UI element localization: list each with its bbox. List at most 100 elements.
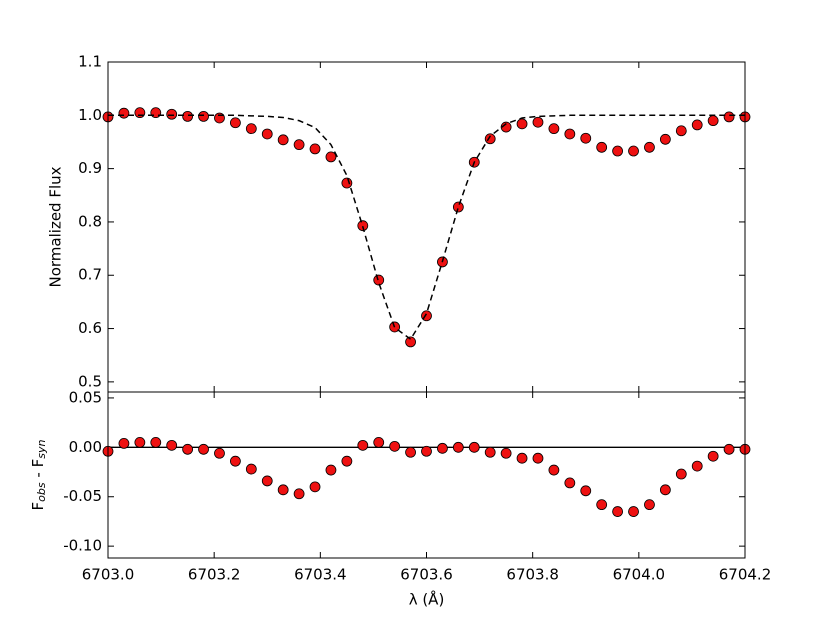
data-point [357, 439, 369, 451]
data-point [261, 475, 273, 487]
data-point [293, 488, 305, 500]
data-point [229, 117, 241, 129]
data-point [532, 452, 544, 464]
data-point [580, 485, 592, 497]
data-point [421, 310, 432, 322]
y-tick-label: 0.6 [78, 319, 102, 337]
data-point [628, 145, 639, 157]
y-tick-label: 0.00 [69, 438, 102, 456]
data-point [596, 141, 608, 153]
y-tick-label: 0.7 [78, 266, 102, 284]
data-point [516, 452, 528, 464]
data-point [596, 499, 608, 511]
data-point [118, 107, 130, 119]
data-point [452, 441, 464, 453]
data-point [659, 484, 671, 496]
axes-frame [107, 391, 746, 559]
data-point [675, 125, 687, 137]
data-point [245, 463, 257, 475]
data-point [532, 116, 544, 128]
data-point [373, 274, 385, 286]
data-point [198, 110, 209, 122]
data-point [564, 477, 576, 489]
y-axis-label-part: obs [35, 482, 48, 502]
y-axis-label-part: - F [29, 459, 47, 483]
data-point [293, 139, 305, 151]
data-point [500, 447, 512, 459]
y-tick-label: -0.05 [63, 487, 102, 505]
data-point [341, 455, 353, 467]
data-point [261, 128, 273, 140]
data-point [707, 450, 719, 462]
data-point [229, 455, 241, 467]
y-tick-label: 1.1 [78, 53, 102, 71]
x-tick-label: 6703.4 [294, 566, 347, 584]
y-tick-label: 0.9 [78, 159, 102, 177]
data-point [182, 443, 194, 455]
data-point [675, 468, 687, 480]
x-tick-label: 6704.0 [613, 566, 666, 584]
y-tick-label: -0.10 [63, 537, 102, 555]
data-point [166, 108, 178, 120]
data-point [659, 133, 671, 145]
data-point [484, 133, 496, 145]
data-point [150, 107, 162, 119]
data-point [118, 437, 130, 449]
data-point [437, 442, 448, 454]
data-point [500, 121, 512, 133]
data-point [516, 118, 528, 130]
y-tick-label: 0.8 [78, 212, 102, 230]
data-point [309, 143, 321, 155]
data-point [628, 506, 639, 517]
x-tick-label: 6703.0 [82, 566, 135, 584]
data-point [277, 484, 289, 496]
data-point [389, 440, 401, 452]
data-point [691, 460, 703, 472]
data-point [484, 446, 496, 458]
y-axis-label: Normalized Flux [47, 166, 65, 287]
y-axis-label: Fobs - Fsyn [29, 440, 49, 511]
data-point [166, 439, 178, 451]
x-tick-label: 6703.8 [506, 566, 559, 584]
y-tick-label: 1.0 [78, 106, 102, 124]
y-axis-label-part: F [29, 502, 47, 511]
data-point [325, 464, 337, 476]
data-point [373, 436, 385, 448]
data-point [707, 115, 719, 127]
data-point [548, 123, 560, 135]
data-point [214, 112, 225, 124]
data-point [580, 132, 592, 144]
x-axis-label: λ (Å) [409, 590, 445, 609]
data-point [548, 464, 560, 476]
data-point [325, 151, 337, 163]
data-point [150, 436, 162, 448]
data-point [564, 128, 576, 140]
data-point [341, 177, 353, 189]
data-point [405, 446, 416, 458]
data-point [245, 123, 257, 135]
data-point [468, 441, 480, 453]
data-point [277, 134, 289, 146]
x-tick-label: 6703.2 [188, 566, 241, 584]
data-point [134, 107, 146, 119]
data-point [644, 141, 655, 153]
data-point [134, 436, 146, 448]
data-point [644, 499, 655, 511]
data-point [214, 447, 225, 459]
data-point [198, 443, 209, 455]
data-point [309, 481, 321, 493]
x-tick-label: 6704.2 [719, 566, 772, 584]
y-tick-label: 0.05 [69, 388, 102, 406]
data-point [691, 119, 703, 131]
y-axis-label-part: syn [35, 440, 48, 459]
data-point [612, 506, 623, 517]
data-point [612, 145, 623, 157]
data-point [405, 336, 416, 348]
data-point [421, 445, 432, 457]
y-tick-label: 0.5 [78, 372, 102, 390]
x-tick-label: 6703.6 [400, 566, 453, 584]
data-point [182, 110, 194, 122]
data-point [452, 201, 464, 213]
data-point [723, 111, 735, 123]
